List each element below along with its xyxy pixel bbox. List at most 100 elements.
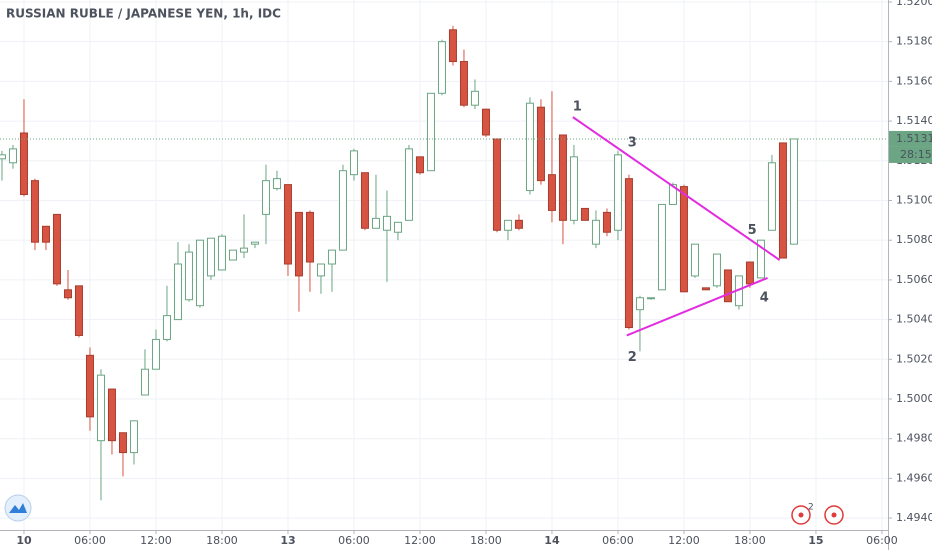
trendline [572, 116, 781, 261]
candle-body [679, 186, 688, 293]
candle-body [52, 213, 61, 285]
candle-body [360, 172, 369, 229]
candle-body [536, 106, 545, 182]
countdown-box [889, 146, 932, 163]
candle-body [569, 156, 578, 221]
candle-body [184, 251, 193, 301]
candle-body [613, 154, 622, 231]
candle-body [316, 263, 325, 277]
x-tick-label: 06:00 [74, 534, 106, 547]
wave-label: 1 [573, 100, 582, 115]
x-tick-label: 06:00 [602, 534, 634, 547]
candle-body [503, 219, 512, 231]
candle-body [8, 148, 17, 164]
candle-body [393, 221, 402, 233]
y-tick-label: 1.5140 [896, 114, 932, 127]
candle-body [107, 388, 116, 442]
marks-layer: 1 2 3 4 5 [0, 25, 888, 501]
wave-label: 3 [628, 135, 637, 150]
x-tick-label: 14 [544, 534, 560, 547]
wave-label: 4 [760, 290, 769, 305]
candle-body [712, 253, 721, 287]
y-tick-label: 1.5160 [896, 74, 932, 87]
event-dot [798, 512, 804, 518]
candle-body [261, 180, 270, 215]
grid-layer [0, 0, 888, 530]
event-badge: 2 [808, 503, 814, 513]
candle-body [624, 178, 633, 329]
logo-glyph[interactable] [9, 503, 27, 513]
candle-body [646, 297, 655, 300]
event-icons: 2 [791, 503, 844, 525]
candle-body [217, 235, 226, 271]
y-tick-label: 1.5000 [896, 392, 932, 405]
candle-body [228, 249, 237, 261]
x-tick-label: 13 [280, 534, 295, 547]
y-tick-label: 1.5180 [896, 35, 932, 48]
candle-body [206, 237, 215, 277]
candle-body [470, 90, 479, 106]
candle-body [602, 211, 611, 233]
wave-label: 5 [748, 223, 757, 238]
y-tick-label: 1.5100 [896, 193, 932, 206]
x-tick-label: 18:00 [206, 534, 238, 547]
candle-body [129, 420, 138, 454]
x-tick-label: 12:00 [140, 534, 172, 547]
candle-body [371, 217, 380, 229]
x-tick-label: 18:00 [470, 534, 502, 547]
x-tick-label: 06:00 [338, 534, 370, 547]
candle-body [327, 249, 336, 265]
candle-body [778, 142, 787, 259]
event-dot [831, 512, 837, 518]
candle-body [239, 247, 248, 253]
candle-body [30, 180, 39, 243]
candle-body [525, 102, 534, 192]
candle-body [140, 368, 149, 396]
y-tick-label: 1.4980 [896, 432, 932, 445]
y-tick-label: 1.5040 [896, 313, 932, 326]
candle-body [349, 150, 358, 176]
candle-body [459, 61, 468, 106]
candle-body [19, 132, 28, 196]
candle-body [63, 289, 72, 299]
logo [4, 494, 32, 522]
candle-body [162, 315, 171, 340]
y-tick-label: 1.5200 [896, 0, 932, 8]
candle-body [41, 225, 50, 243]
x-tick-label: 12:00 [668, 534, 700, 547]
x-tick-label: 10 [16, 534, 32, 547]
candle-body [492, 138, 501, 231]
candle-body [448, 29, 457, 63]
candle-body [756, 239, 765, 279]
candle-body [745, 261, 754, 285]
candle-body [283, 184, 292, 265]
y-tick-label: 1.4960 [896, 471, 932, 484]
candle-body [195, 239, 204, 307]
candle-body [415, 156, 424, 174]
x-tick-label: 18:00 [734, 534, 766, 547]
trendline [626, 276, 768, 337]
candle-body [657, 203, 666, 291]
x-tick-label: 15 [808, 534, 823, 547]
candle-body [591, 219, 600, 245]
candle-body [668, 184, 677, 205]
y-tick-label: 1.4940 [896, 511, 932, 524]
chart-title: RUSSIAN RUBLE / JAPANESE YEN, 1h, IDC [6, 7, 281, 21]
last-price-label: 1.5131 [896, 132, 932, 145]
candle-body [305, 211, 314, 263]
candle-body [635, 297, 644, 311]
y-tick-label: 1.5080 [896, 233, 932, 246]
candle-body [404, 148, 413, 221]
candle-body [338, 170, 347, 251]
wave-label: 2 [628, 350, 637, 365]
candle-body [173, 263, 182, 321]
candle-body [118, 432, 127, 454]
last-price-box [889, 130, 932, 147]
candle-body [272, 178, 281, 190]
x-tick-label: 06:00 [866, 534, 898, 547]
candle-body [437, 41, 446, 94]
candle-body [250, 241, 259, 245]
candle-body [767, 162, 776, 231]
candle-body [0, 154, 6, 160]
